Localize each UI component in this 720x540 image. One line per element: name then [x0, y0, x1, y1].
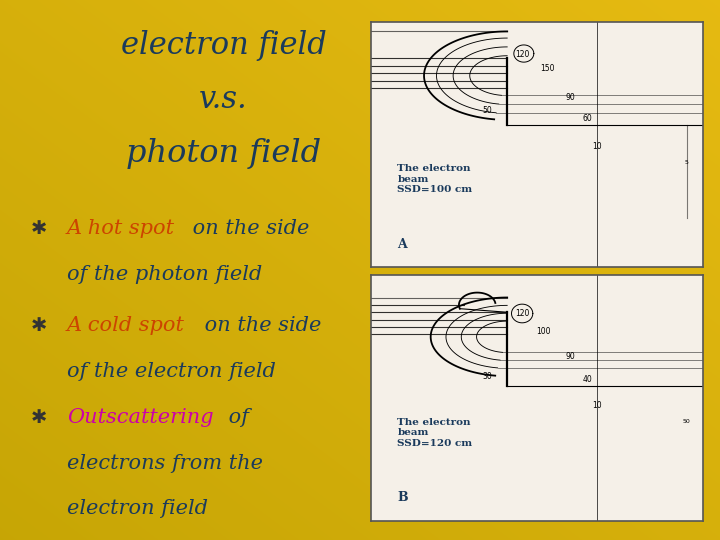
Text: of the electron field: of the electron field — [67, 362, 276, 381]
Text: A hot spot: A hot spot — [67, 219, 175, 238]
Text: 50: 50 — [482, 105, 492, 114]
Text: of: of — [222, 408, 249, 427]
Text: 60: 60 — [582, 114, 592, 123]
Text: The electron
beam
SSD=120 cm: The electron beam SSD=120 cm — [397, 418, 472, 448]
Text: A: A — [397, 238, 408, 251]
Text: 90: 90 — [565, 352, 575, 361]
Text: 120: 120 — [515, 50, 529, 59]
Text: ✱: ✱ — [31, 408, 48, 427]
Text: 10: 10 — [592, 143, 602, 151]
Text: electrons from the: electrons from the — [67, 454, 263, 472]
Text: on the side: on the side — [198, 316, 322, 335]
Text: 150: 150 — [540, 64, 554, 73]
Text: ✱: ✱ — [31, 316, 48, 335]
Text: ✱: ✱ — [31, 219, 48, 238]
Text: 90: 90 — [565, 93, 575, 102]
Text: v.s.: v.s. — [199, 84, 248, 114]
Text: electron field: electron field — [67, 500, 207, 518]
Text: photon field: photon field — [126, 138, 321, 168]
Text: 30: 30 — [482, 372, 492, 381]
Text: A cold spot: A cold spot — [67, 316, 184, 335]
Text: 10: 10 — [592, 401, 602, 410]
Text: 120: 120 — [515, 309, 529, 318]
Text: 40: 40 — [582, 375, 592, 384]
Text: B: B — [397, 491, 408, 504]
Text: Outscattering: Outscattering — [67, 408, 213, 427]
Text: electron field: electron field — [121, 30, 327, 60]
Text: on the side: on the side — [186, 219, 310, 238]
Text: The electron
beam
SSD=100 cm: The electron beam SSD=100 cm — [397, 164, 472, 194]
Text: 5: 5 — [685, 160, 689, 165]
Text: 100: 100 — [536, 327, 551, 336]
Text: of the photon field: of the photon field — [67, 265, 262, 284]
Text: 50: 50 — [683, 419, 690, 424]
